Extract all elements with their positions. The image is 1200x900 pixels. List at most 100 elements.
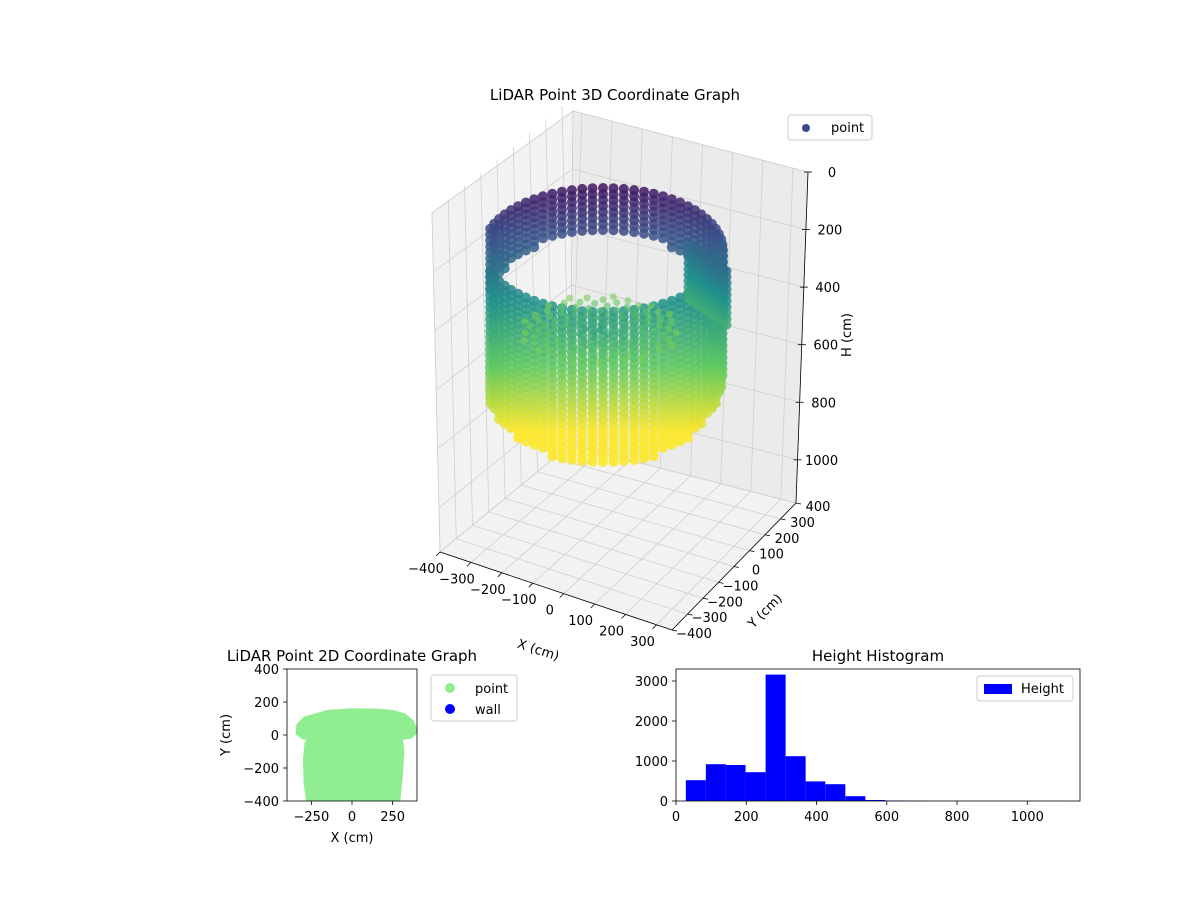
legend-2d-label-wall: wall [475, 703, 501, 718]
cloud-point [551, 317, 559, 325]
y-tick-label-2d: −400 [243, 795, 279, 810]
x-tick-label-hist: 1000 [1011, 810, 1044, 825]
cloud-point [577, 225, 588, 236]
y-tick-label: −400 [676, 627, 712, 642]
cloud-point [595, 340, 603, 348]
grid-line-y-wall [431, 212, 441, 553]
y-tick [718, 581, 724, 584]
y-tick-label-hist: 3000 [635, 675, 668, 690]
cloud-point [547, 230, 558, 241]
cloud-point [655, 346, 663, 354]
x-tick-label: 200 [599, 624, 624, 639]
cloud-point [598, 225, 608, 235]
grid-line-x-wall [750, 160, 764, 492]
grid-line-y-wall [464, 186, 473, 526]
cloud-point [629, 227, 640, 238]
x-tick [590, 603, 595, 609]
cloud-point [563, 315, 571, 323]
x-tick-label-hist: 200 [734, 810, 759, 825]
cloud-point [598, 349, 606, 357]
cloud-point [722, 320, 732, 330]
cloud-point [535, 347, 543, 354]
cloud-point [626, 351, 634, 359]
z-axis-line [795, 171, 809, 504]
x-tick [528, 582, 534, 588]
cloud-point [665, 336, 673, 343]
cloud-point [598, 457, 608, 467]
grid-line-y-wall [480, 172, 490, 512]
cloud-point [538, 442, 548, 453]
cloud-point [587, 319, 595, 326]
histogram-bar [685, 780, 706, 801]
x-tick-label-hist: 800 [945, 810, 970, 825]
cloud-point [566, 327, 574, 335]
cloud-point [551, 324, 559, 332]
cloud-point [587, 225, 598, 236]
chart-3d-title: LiDAR Point 3D Coordinate Graph [490, 86, 740, 104]
cloud-point [603, 344, 611, 352]
cloud-point [621, 356, 629, 364]
y-tick-label: 0 [752, 564, 760, 579]
cloud-point [576, 298, 584, 306]
cloud-point [630, 308, 638, 316]
cloud-point [534, 326, 542, 334]
ticks-histogram: 0 200 400 600 800 1000 0 1000 2000 3000 [635, 675, 1044, 825]
grid-line-y [537, 471, 766, 536]
grid-line-z-left [431, 110, 574, 214]
legend-histogram-label: Height [1021, 682, 1064, 697]
cloud-point [626, 340, 634, 348]
cloud-point [675, 245, 686, 256]
cloud-point [618, 311, 626, 319]
cloud-point [568, 352, 576, 360]
legend-histogram-frame [976, 675, 1074, 702]
cloud-point [655, 321, 663, 329]
y-tick [764, 534, 771, 537]
y-tick [671, 629, 678, 632]
chart-2d-title: LiDAR Point 2D Coordinate Graph [227, 647, 477, 665]
cloud-point [521, 329, 529, 337]
cloud-point [560, 299, 568, 307]
y-tick-label-hist: 1000 [635, 755, 668, 770]
x-tick-label-2d: −250 [294, 810, 330, 825]
histogram-bar [725, 765, 746, 801]
cloud-point [591, 334, 599, 342]
cloud-point [624, 297, 632, 305]
cloud-point [557, 453, 567, 464]
cloud-point [530, 332, 538, 340]
cloud-point [574, 321, 582, 328]
cloud-point [566, 294, 574, 302]
legend-2d-marker-point [445, 683, 455, 693]
cloud-point [672, 329, 680, 337]
cloud-point [618, 316, 626, 324]
cloud-point [583, 310, 591, 318]
cloud-point [545, 301, 552, 309]
grid-line-x-wall [780, 168, 794, 500]
cloud-point [606, 317, 614, 325]
cloud-point [604, 330, 612, 338]
cloud-point [611, 351, 619, 359]
grid-line-y [472, 524, 704, 599]
legend-3d: point [787, 114, 873, 141]
legend-3d-marker [802, 124, 810, 132]
z-tick-label: 1000 [805, 454, 838, 469]
cloud-point [591, 328, 599, 336]
cloud-point [554, 341, 562, 349]
cloud-point [596, 359, 604, 367]
x-tick-label: 300 [630, 635, 655, 650]
cloud-point [591, 299, 599, 307]
cloud-point [587, 456, 598, 467]
x-tick [435, 551, 441, 557]
x-tick [497, 572, 503, 578]
cloud-point [615, 329, 623, 337]
cloud-point [558, 309, 566, 317]
y-tick-label: 100 [759, 548, 784, 563]
cloud-point [618, 334, 626, 342]
cloud-point [641, 350, 649, 357]
cloud-point [531, 339, 538, 347]
cloud-point [603, 336, 611, 344]
cloud-point [583, 294, 591, 302]
cloud-point [650, 336, 658, 344]
point-cloud [485, 183, 732, 467]
cloud-point [654, 308, 662, 316]
cloud-point [638, 355, 646, 363]
